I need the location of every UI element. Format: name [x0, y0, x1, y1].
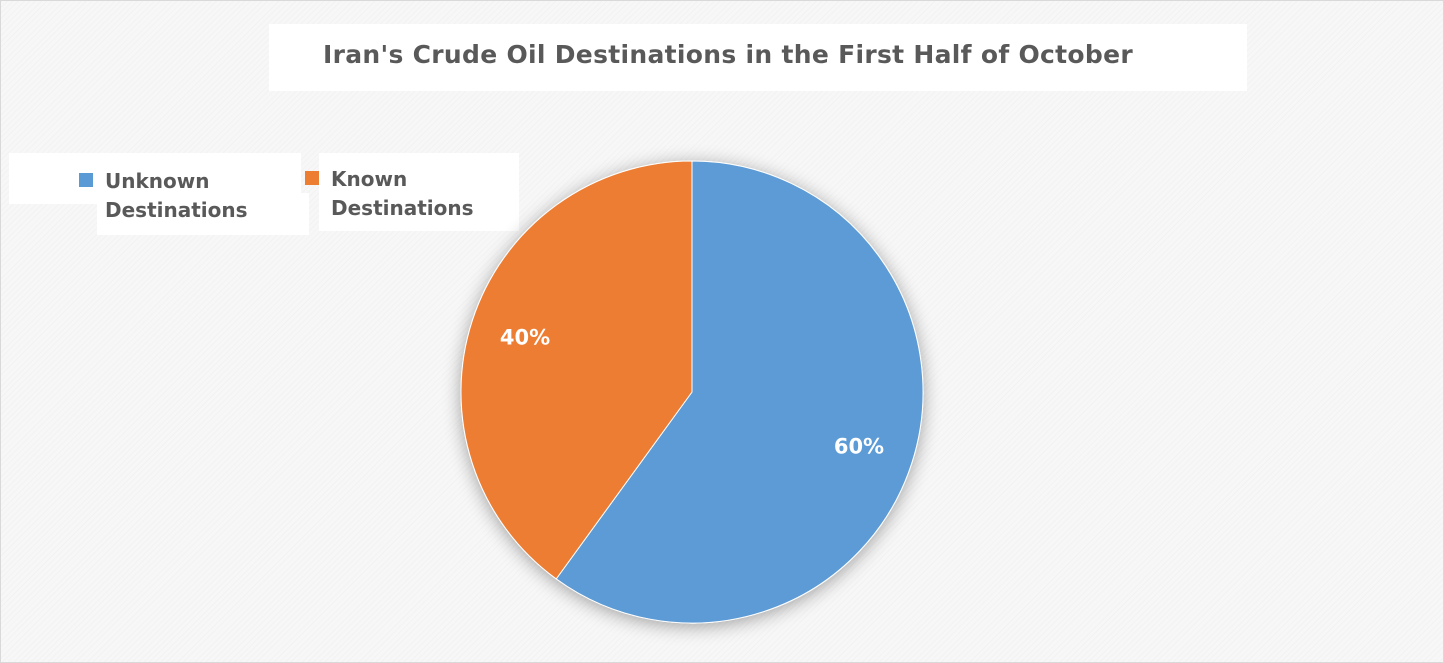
legend-background [319, 153, 519, 231]
slice-known[interactable] [460, 160, 693, 580]
legend-background [97, 193, 309, 235]
slice-label-unknown: 60% [834, 434, 884, 458]
legend-item-known[interactable]: Known Destinations [305, 165, 481, 223]
legend-swatch-unknown [79, 173, 93, 187]
legend-label-unknown: Unknown Destinations [105, 169, 248, 222]
legend-swatch-known [305, 171, 319, 185]
legend-item-unknown[interactable]: Unknown Destinations [79, 167, 255, 225]
title-box: Iran's Crude Oil Destinations in the Fir… [269, 24, 1247, 91]
chart-title: Iran's Crude Oil Destinations in the Fir… [323, 40, 1133, 69]
slice-label-known: 40% [500, 326, 550, 350]
legend-label-known: Known Destinations [331, 167, 474, 220]
slice-unknown[interactable] [555, 160, 924, 624]
